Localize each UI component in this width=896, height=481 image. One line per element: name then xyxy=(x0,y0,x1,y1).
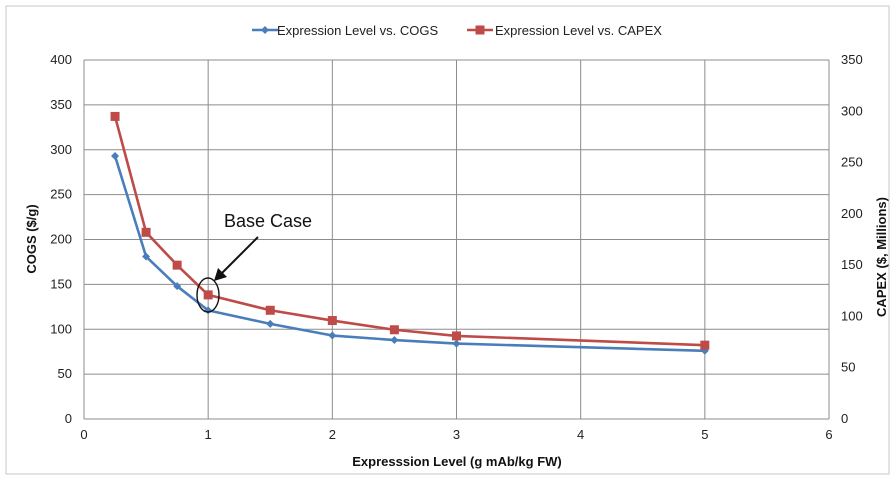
x-tick-label: 1 xyxy=(205,427,212,442)
y2-tick-label: 100 xyxy=(841,308,863,323)
base-case-arrowhead xyxy=(214,268,227,281)
cogs-data-point xyxy=(142,252,151,261)
capex-data-point xyxy=(700,340,710,350)
x-axis-title: Expresssion Level (g mAb/kg FW) xyxy=(352,454,562,469)
grid xyxy=(83,59,830,420)
y2-axis-title: CAPEX ($, Millions) xyxy=(874,197,889,317)
y-tick-label: 100 xyxy=(50,321,72,336)
x-tick-label: 4 xyxy=(577,427,584,442)
x-tick-label: 3 xyxy=(453,427,460,442)
capex-data-point xyxy=(265,305,275,315)
cogs-data-point xyxy=(266,319,275,328)
y2-tick-label: 0 xyxy=(841,411,848,426)
capex-data-point xyxy=(327,316,337,326)
y2-tick-label: 300 xyxy=(841,103,863,118)
capex-data-point xyxy=(172,260,182,270)
x-tick-label: 0 xyxy=(80,427,87,442)
capex-data-point xyxy=(141,227,151,237)
cogs-data-point xyxy=(111,152,120,161)
legend-cogs-label: Expression Level vs. COGS xyxy=(277,23,438,38)
y2-tick-label: 150 xyxy=(841,257,863,272)
cogs-data-point xyxy=(390,336,399,345)
y-tick-label: 50 xyxy=(58,366,72,381)
y2-tick-label: 50 xyxy=(841,360,855,375)
y-axis-title: COGS ($/g) xyxy=(24,204,39,273)
legend-capex-marker xyxy=(475,25,485,35)
y2-tick-label: 250 xyxy=(841,155,863,170)
base-case-annotation: Base Case xyxy=(196,211,312,313)
y-tick-label: 300 xyxy=(50,142,72,157)
y-tick-label: 150 xyxy=(50,276,72,291)
x-tick-label: 2 xyxy=(329,427,336,442)
y-tick-label: 250 xyxy=(50,187,72,202)
x-tick-label: 6 xyxy=(825,427,832,442)
series-layer xyxy=(110,111,710,355)
legend: Expression Level vs. COGS Expression Leve… xyxy=(252,23,662,38)
legend-cogs-marker xyxy=(261,26,269,34)
capex-data-point xyxy=(203,290,213,300)
capex-data-point xyxy=(389,325,399,335)
cogs-data-point xyxy=(328,331,337,340)
y-tick-label: 200 xyxy=(50,232,72,247)
legend-capex-label: Expression Level vs. CAPEX xyxy=(495,23,662,38)
cogs-data-point xyxy=(452,339,461,348)
cogs-data-point xyxy=(173,282,182,291)
x-tick-label: 5 xyxy=(701,427,708,442)
y2-tick-label: 200 xyxy=(841,206,863,221)
y-tick-label: 350 xyxy=(50,97,72,112)
tick-labels: 0501001502002503003504000501001502002503… xyxy=(50,52,862,442)
y-tick-label: 0 xyxy=(65,411,72,426)
base-case-ellipse xyxy=(196,277,220,313)
base-case-label: Base Case xyxy=(224,211,312,231)
capex-data-point xyxy=(452,331,461,341)
base-case-arrow xyxy=(218,236,259,277)
y2-tick-label: 350 xyxy=(841,52,863,67)
y-tick-label: 400 xyxy=(50,52,72,67)
capex-data-point xyxy=(110,111,120,121)
